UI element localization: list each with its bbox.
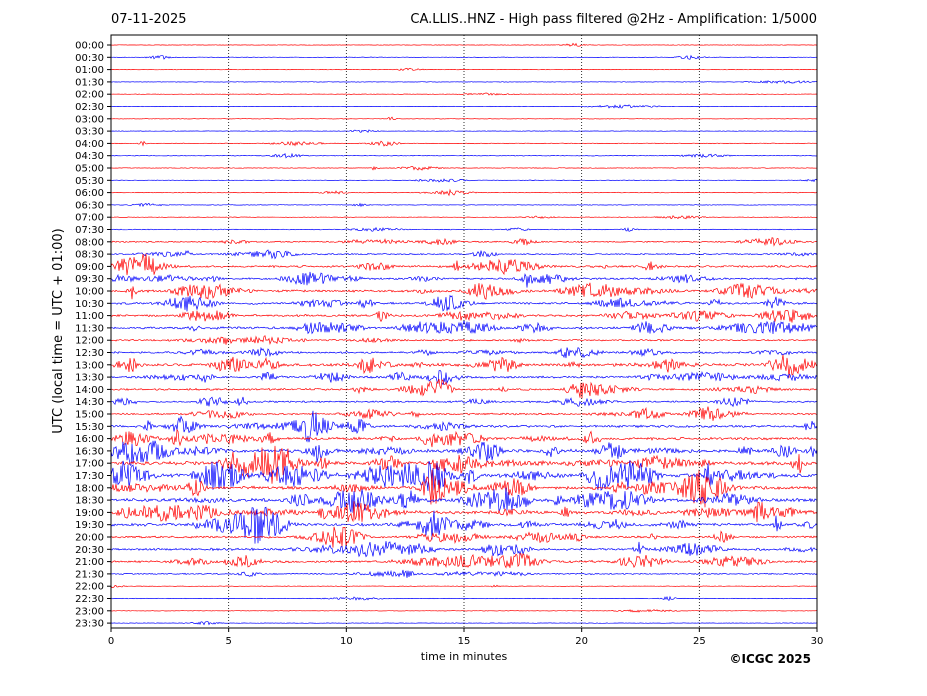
- y-tick-label: 22:30: [75, 594, 104, 605]
- y-tick-label: 20:30: [75, 545, 104, 556]
- trace-row-44: [110, 584, 818, 588]
- date-label: 07-11-2025: [111, 12, 187, 27]
- y-tick-label: 09:00: [75, 262, 104, 273]
- y-tick-label: 09:30: [75, 274, 104, 285]
- trace-row-11: [110, 178, 818, 183]
- trace-row-6: [110, 116, 818, 121]
- y-tick-label: 15:00: [75, 410, 104, 421]
- y-tick-label: 14:00: [75, 385, 104, 396]
- y-tick-label: 12:00: [75, 336, 104, 347]
- y-tick-label: 10:00: [75, 287, 104, 298]
- trace-row-2: [110, 67, 818, 71]
- y-tick-label: 04:30: [75, 151, 104, 162]
- y-tick-label: 13:00: [75, 360, 104, 371]
- y-tick-label: 01:00: [75, 65, 104, 76]
- trace-row-45: [110, 595, 818, 601]
- y-tick-label: 12:30: [75, 348, 104, 359]
- trace-row-1: [110, 54, 818, 60]
- y-tick-label: 06:00: [75, 188, 104, 199]
- y-axis-label: UTC (local time = UTC + 01:00): [51, 228, 66, 433]
- trace-row-5: [110, 104, 818, 109]
- y-tick-label: 13:30: [75, 373, 104, 384]
- y-tick-label: 11:00: [75, 311, 104, 322]
- copyright-label: ©ICGC 2025: [729, 652, 811, 666]
- x-tick-label: 25: [693, 636, 706, 647]
- trace-row-15: [111, 226, 818, 232]
- y-tick-label: 23:00: [75, 606, 104, 617]
- y-tick-label: 07:00: [75, 213, 104, 224]
- grid-lines: [228, 35, 700, 628]
- y-tick-label: 08:00: [75, 237, 104, 248]
- trace-row-21: [110, 294, 818, 312]
- trace-row-33: [110, 440, 818, 467]
- x-axis-label: time in minutes: [421, 650, 508, 663]
- y-tick-label: 02:30: [75, 102, 104, 113]
- trace-row-3: [110, 80, 818, 84]
- x-tick-label: 15: [458, 636, 471, 647]
- y-tick-label: 11:30: [75, 323, 104, 334]
- y-tick-label: 17:00: [75, 459, 104, 470]
- y-tick-label: 17:30: [75, 471, 104, 482]
- trace-group: [110, 42, 818, 626]
- chart-title: CA.LLIS..HNZ - High pass filtered @2Hz -…: [410, 12, 817, 27]
- y-tick-label: 04:00: [75, 139, 104, 150]
- trace-row-19: [110, 271, 818, 288]
- trace-row-43: [111, 569, 818, 578]
- y-tick-label: 05:30: [75, 176, 104, 187]
- y-tick-label: 05:00: [75, 164, 104, 175]
- y-tick-label: 00:00: [75, 41, 104, 52]
- trace-row-10: [111, 165, 818, 171]
- y-tick-label: 21:30: [75, 569, 104, 580]
- x-tick-label: 0: [108, 636, 114, 647]
- y-tick-label: 03:30: [75, 127, 104, 138]
- y-tick-label: 21:00: [75, 557, 104, 568]
- y-tick-label: 01:30: [75, 77, 104, 88]
- y-tick-label: 16:30: [75, 446, 104, 457]
- x-tick-label: 30: [811, 636, 824, 647]
- y-tick-label: 08:30: [75, 250, 104, 261]
- y-tick-label: 19:30: [75, 520, 104, 531]
- y-tick-label: 19:00: [75, 508, 104, 519]
- trace-row-13: [110, 202, 817, 208]
- x-tick-label: 10: [340, 636, 353, 647]
- trace-row-14: [111, 215, 817, 220]
- y-tick-label: 20:00: [75, 533, 104, 544]
- trace-row-24: [110, 335, 817, 346]
- y-tick-label: 00:30: [75, 53, 104, 64]
- x-tick-label: 20: [575, 636, 588, 647]
- x-axis: 0 5 10 15 20 25 30: [108, 628, 824, 647]
- y-tick-label: 22:00: [75, 582, 104, 593]
- y-tick-label: 15:30: [75, 422, 104, 433]
- trace-row-25: [110, 346, 818, 359]
- y-tick-label: 23:30: [75, 619, 104, 630]
- trace-row-12: [110, 188, 818, 197]
- trace-row-18: [110, 253, 818, 276]
- trace-row-16: [110, 237, 818, 247]
- y-tick-label: 16:00: [75, 434, 104, 445]
- y-tick-label: 02:00: [75, 90, 104, 101]
- x-tick-label: 5: [225, 636, 231, 647]
- trace-row-32: [110, 428, 818, 448]
- trace-row-4: [111, 92, 818, 96]
- y-tick-label: 18:30: [75, 496, 104, 507]
- y-tick-label: 18:00: [75, 483, 104, 494]
- y-tick-label: 14:30: [75, 397, 104, 408]
- y-tick-label: 07:30: [75, 225, 104, 236]
- y-tick-label: 06:30: [75, 200, 104, 211]
- y-tick-label: 10:30: [75, 299, 104, 310]
- y-tick-label: 03:00: [75, 114, 104, 125]
- trace-row-46: [110, 609, 818, 613]
